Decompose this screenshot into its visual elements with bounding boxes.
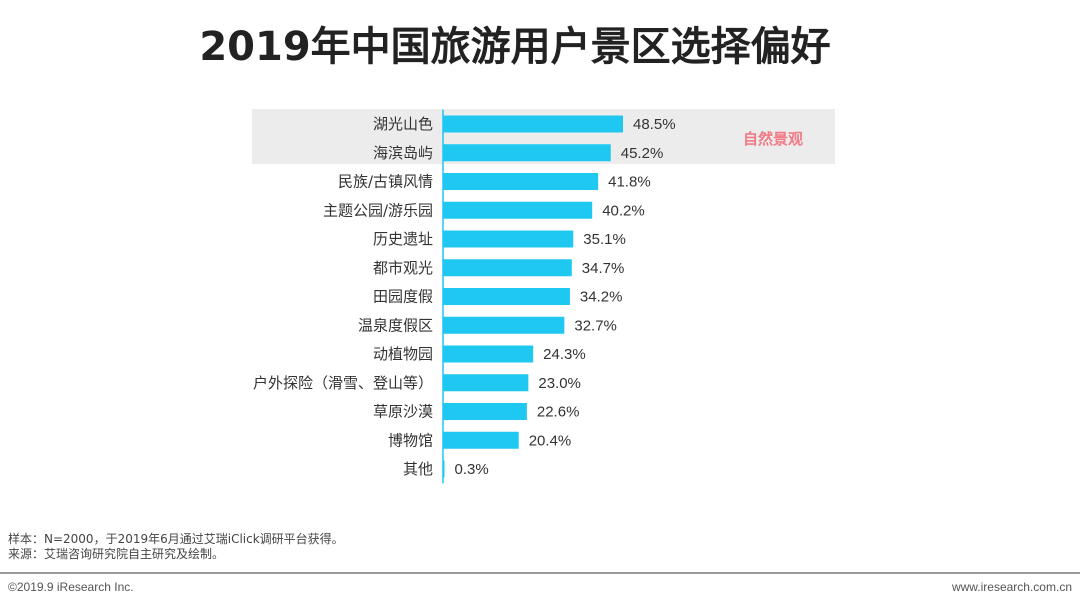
category-label: 海滨岛屿: [373, 144, 433, 162]
category-label: 户外探险（滑雪、登山等）: [253, 374, 433, 392]
bar: [443, 201, 593, 219]
category-label: 主题公园/游乐园: [323, 201, 433, 219]
value-label: 34.7%: [582, 260, 625, 277]
sample-note: 样本：N=2000，于2019年6月通过艾瑞iClick调研平台获得。: [8, 532, 344, 546]
source-note: 来源：艾瑞咨询研究院自主研究及绘制。: [8, 547, 225, 561]
value-label: 41.8%: [608, 174, 651, 191]
category-label: 博物馆: [388, 431, 433, 449]
category-label: 田园度假: [373, 288, 433, 306]
bar: [443, 431, 519, 449]
category-label: 温泉度假区: [358, 316, 433, 334]
bar: [443, 288, 570, 305]
bars-layer: 湖光山色 48.5% 海滨岛屿 45.2% 民族/古镇风情 41.8% 主题公园/游乐园 40…: [253, 109, 676, 484]
bar: [443, 345, 534, 363]
copyright-text: ©2019.9 iResearch Inc.: [8, 580, 134, 594]
value-label: 0.3%: [455, 461, 489, 478]
value-label: 22.6%: [537, 404, 580, 421]
bar: [443, 115, 623, 133]
value-label: 45.2%: [621, 145, 664, 162]
value-label: 40.2%: [602, 202, 645, 219]
value-label: 35.1%: [583, 231, 626, 248]
value-label: 32.7%: [574, 317, 617, 334]
natural-scenery-label: 自然景观: [743, 130, 804, 148]
category-label: 民族/古镇风情: [338, 173, 433, 191]
category-label: 动植物园: [373, 345, 433, 363]
category-label: 湖光山色: [373, 115, 433, 133]
bar: [443, 230, 574, 248]
website-link[interactable]: www.iresearch.com.cn: [951, 580, 1072, 594]
category-label: 历史遗址: [373, 230, 433, 248]
value-label: 24.3%: [543, 346, 586, 363]
footer-divider: [0, 572, 1080, 574]
category-label: 其他: [403, 460, 433, 478]
value-label: 20.4%: [529, 432, 572, 449]
bar: [443, 374, 529, 392]
value-label: 34.2%: [580, 289, 623, 306]
bar: [443, 460, 445, 478]
bar: [443, 316, 565, 334]
value-label: 23.0%: [538, 375, 581, 392]
bar: [443, 144, 611, 162]
bar: [443, 259, 572, 277]
value-label: 48.5%: [633, 116, 676, 133]
bar: [443, 173, 599, 190]
chart-title: 2019年中国旅游用户景区选择偏好: [199, 24, 831, 70]
category-label: 都市观光: [373, 259, 433, 277]
notes: 样本：N=2000，于2019年6月通过艾瑞iClick调研平台获得。 来源：艾…: [8, 532, 344, 562]
bar: [443, 403, 527, 420]
category-label: 草原沙漠: [373, 403, 433, 421]
